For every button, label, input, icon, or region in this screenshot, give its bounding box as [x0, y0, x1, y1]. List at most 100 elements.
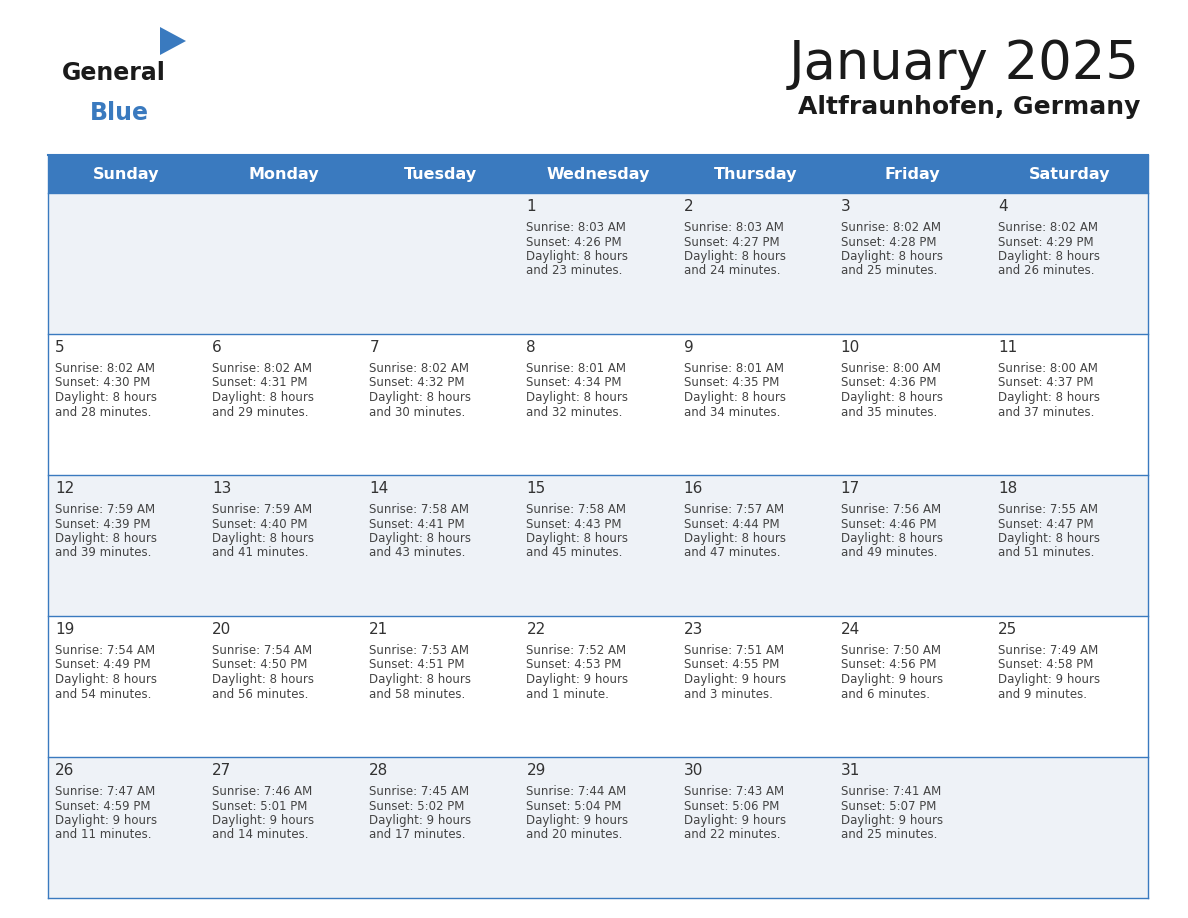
- Text: Sunrise: 8:03 AM: Sunrise: 8:03 AM: [526, 221, 626, 234]
- Text: Sunrise: 7:50 AM: Sunrise: 7:50 AM: [841, 644, 941, 657]
- Text: and 1 minute.: and 1 minute.: [526, 688, 609, 700]
- Text: Sunrise: 7:52 AM: Sunrise: 7:52 AM: [526, 644, 626, 657]
- Text: Daylight: 9 hours: Daylight: 9 hours: [683, 673, 785, 686]
- Text: Sunrise: 8:01 AM: Sunrise: 8:01 AM: [683, 362, 784, 375]
- Text: Sunrise: 7:59 AM: Sunrise: 7:59 AM: [213, 503, 312, 516]
- Text: 19: 19: [55, 622, 75, 637]
- Text: Daylight: 9 hours: Daylight: 9 hours: [55, 814, 157, 827]
- Text: Sunrise: 7:54 AM: Sunrise: 7:54 AM: [213, 644, 312, 657]
- Text: and 22 minutes.: and 22 minutes.: [683, 829, 781, 842]
- Text: Daylight: 8 hours: Daylight: 8 hours: [998, 250, 1100, 263]
- Text: and 14 minutes.: and 14 minutes.: [213, 829, 309, 842]
- Text: Sunrise: 7:46 AM: Sunrise: 7:46 AM: [213, 785, 312, 798]
- Text: and 6 minutes.: and 6 minutes.: [841, 688, 930, 700]
- Text: 7: 7: [369, 340, 379, 355]
- Text: Sunset: 4:46 PM: Sunset: 4:46 PM: [841, 518, 936, 531]
- Text: Sunset: 4:27 PM: Sunset: 4:27 PM: [683, 236, 779, 249]
- Text: Sunrise: 7:44 AM: Sunrise: 7:44 AM: [526, 785, 627, 798]
- Text: and 54 minutes.: and 54 minutes.: [55, 688, 151, 700]
- Text: 21: 21: [369, 622, 388, 637]
- Text: Daylight: 8 hours: Daylight: 8 hours: [213, 532, 314, 545]
- Text: and 30 minutes.: and 30 minutes.: [369, 406, 466, 419]
- Text: Sunrise: 8:00 AM: Sunrise: 8:00 AM: [841, 362, 941, 375]
- Text: Daylight: 8 hours: Daylight: 8 hours: [683, 250, 785, 263]
- Text: Sunset: 4:36 PM: Sunset: 4:36 PM: [841, 376, 936, 389]
- Text: 10: 10: [841, 340, 860, 355]
- Text: Sunrise: 8:02 AM: Sunrise: 8:02 AM: [998, 221, 1098, 234]
- Text: 26: 26: [55, 763, 75, 778]
- Text: Daylight: 9 hours: Daylight: 9 hours: [369, 814, 472, 827]
- Text: 16: 16: [683, 481, 703, 496]
- Text: 12: 12: [55, 481, 74, 496]
- Text: Sunset: 4:39 PM: Sunset: 4:39 PM: [55, 518, 151, 531]
- Text: Daylight: 8 hours: Daylight: 8 hours: [55, 673, 157, 686]
- Text: Sunrise: 7:56 AM: Sunrise: 7:56 AM: [841, 503, 941, 516]
- Text: Sunrise: 8:02 AM: Sunrise: 8:02 AM: [369, 362, 469, 375]
- Text: Sunset: 4:58 PM: Sunset: 4:58 PM: [998, 658, 1093, 671]
- Text: and 20 minutes.: and 20 minutes.: [526, 829, 623, 842]
- Text: Daylight: 8 hours: Daylight: 8 hours: [526, 250, 628, 263]
- Text: and 32 minutes.: and 32 minutes.: [526, 406, 623, 419]
- Text: 5: 5: [55, 340, 64, 355]
- Text: Daylight: 9 hours: Daylight: 9 hours: [526, 673, 628, 686]
- Text: and 47 minutes.: and 47 minutes.: [683, 546, 781, 559]
- Text: 2: 2: [683, 199, 693, 214]
- Text: and 25 minutes.: and 25 minutes.: [841, 264, 937, 277]
- Text: Sunrise: 7:49 AM: Sunrise: 7:49 AM: [998, 644, 1098, 657]
- Text: Daylight: 8 hours: Daylight: 8 hours: [841, 532, 943, 545]
- Text: Sunrise: 8:00 AM: Sunrise: 8:00 AM: [998, 362, 1098, 375]
- Bar: [48, 334, 1148, 475]
- Text: Daylight: 8 hours: Daylight: 8 hours: [369, 532, 472, 545]
- Text: Daylight: 8 hours: Daylight: 8 hours: [526, 391, 628, 404]
- Text: 22: 22: [526, 622, 545, 637]
- Text: Sunrise: 7:47 AM: Sunrise: 7:47 AM: [55, 785, 156, 798]
- Text: Daylight: 8 hours: Daylight: 8 hours: [369, 673, 472, 686]
- Text: Sunset: 4:34 PM: Sunset: 4:34 PM: [526, 376, 623, 389]
- Text: and 26 minutes.: and 26 minutes.: [998, 264, 1094, 277]
- Bar: [48, 155, 1148, 193]
- Text: Daylight: 8 hours: Daylight: 8 hours: [998, 391, 1100, 404]
- Text: 15: 15: [526, 481, 545, 496]
- Text: Sunrise: 8:01 AM: Sunrise: 8:01 AM: [526, 362, 626, 375]
- Text: and 11 minutes.: and 11 minutes.: [55, 829, 152, 842]
- Text: and 9 minutes.: and 9 minutes.: [998, 688, 1087, 700]
- Text: and 56 minutes.: and 56 minutes.: [213, 688, 309, 700]
- Text: 17: 17: [841, 481, 860, 496]
- Text: Sunset: 4:29 PM: Sunset: 4:29 PM: [998, 236, 1093, 249]
- Text: Blue: Blue: [90, 101, 148, 125]
- Text: Sunrise: 7:45 AM: Sunrise: 7:45 AM: [369, 785, 469, 798]
- Text: Daylight: 9 hours: Daylight: 9 hours: [683, 814, 785, 827]
- Text: and 58 minutes.: and 58 minutes.: [369, 688, 466, 700]
- Text: Thursday: Thursday: [713, 166, 797, 182]
- Text: Sunset: 4:37 PM: Sunset: 4:37 PM: [998, 376, 1093, 389]
- Text: 1: 1: [526, 199, 536, 214]
- Text: 9: 9: [683, 340, 694, 355]
- Text: Sunrise: 8:02 AM: Sunrise: 8:02 AM: [213, 362, 312, 375]
- Text: Daylight: 8 hours: Daylight: 8 hours: [213, 673, 314, 686]
- Text: Daylight: 8 hours: Daylight: 8 hours: [683, 532, 785, 545]
- Text: 30: 30: [683, 763, 703, 778]
- Text: Sunset: 5:07 PM: Sunset: 5:07 PM: [841, 800, 936, 812]
- Text: and 45 minutes.: and 45 minutes.: [526, 546, 623, 559]
- Text: General: General: [62, 61, 166, 85]
- Text: Sunset: 4:50 PM: Sunset: 4:50 PM: [213, 658, 308, 671]
- Text: Sunset: 4:55 PM: Sunset: 4:55 PM: [683, 658, 779, 671]
- Text: Saturday: Saturday: [1029, 166, 1110, 182]
- Text: Sunset: 4:30 PM: Sunset: 4:30 PM: [55, 376, 151, 389]
- Text: 13: 13: [213, 481, 232, 496]
- Text: Sunrise: 7:59 AM: Sunrise: 7:59 AM: [55, 503, 156, 516]
- Text: Sunset: 4:47 PM: Sunset: 4:47 PM: [998, 518, 1093, 531]
- Text: Sunset: 4:32 PM: Sunset: 4:32 PM: [369, 376, 465, 389]
- Text: Sunset: 5:06 PM: Sunset: 5:06 PM: [683, 800, 779, 812]
- Text: Sunrise: 8:03 AM: Sunrise: 8:03 AM: [683, 221, 783, 234]
- Text: Sunset: 5:04 PM: Sunset: 5:04 PM: [526, 800, 621, 812]
- Text: Daylight: 9 hours: Daylight: 9 hours: [998, 673, 1100, 686]
- Text: Daylight: 8 hours: Daylight: 8 hours: [213, 391, 314, 404]
- Text: 3: 3: [841, 199, 851, 214]
- Text: Daylight: 8 hours: Daylight: 8 hours: [841, 250, 943, 263]
- Text: Sunset: 4:26 PM: Sunset: 4:26 PM: [526, 236, 623, 249]
- Text: 24: 24: [841, 622, 860, 637]
- Polygon shape: [160, 27, 187, 55]
- Text: and 49 minutes.: and 49 minutes.: [841, 546, 937, 559]
- Text: Sunset: 4:49 PM: Sunset: 4:49 PM: [55, 658, 151, 671]
